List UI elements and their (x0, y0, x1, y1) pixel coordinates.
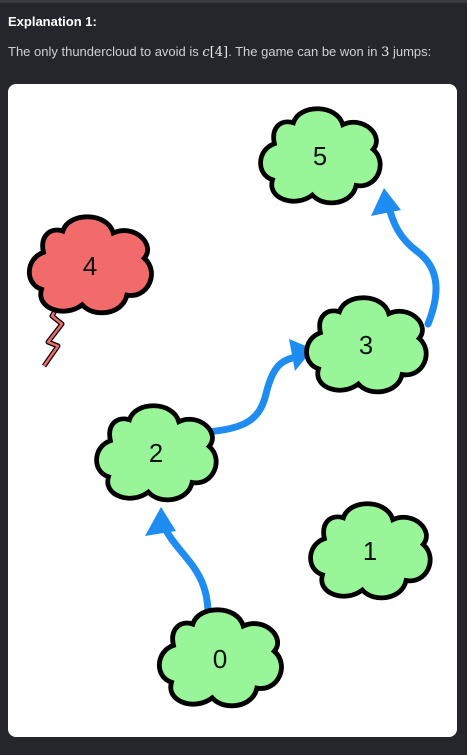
arrowhead-0-to-2 (145, 507, 176, 536)
explanation-text-part: The only thundercloud to avoid is (8, 44, 203, 59)
explanation-heading: Explanation 1: (8, 14, 97, 29)
cloud-label: 1 (363, 538, 377, 566)
arrowhead-3-to-5 (371, 188, 401, 216)
jump-arrow-0-to-2 (157, 515, 212, 618)
cloud-3: 3 (307, 298, 427, 392)
math-variable: c (202, 45, 210, 60)
cloud-label: 5 (313, 143, 327, 171)
jump-arrow-3-to-5 (384, 200, 440, 328)
cloud-label: 0 (213, 644, 228, 674)
jump-diagram: 5 4 3 2 1 0 (8, 84, 440, 737)
diagram-panel: 5 4 3 2 1 0 (8, 84, 457, 737)
explanation-text-part: jumps: (389, 44, 432, 59)
lightning-bolt-fill (42, 295, 66, 367)
cloud-label: 2 (149, 440, 163, 468)
cloud-label: 4 (83, 251, 98, 281)
explanation-text-part: . The game can be won in (228, 44, 382, 59)
cloud-0: 0 (159, 610, 281, 706)
jump-count: 3 (381, 45, 390, 60)
jump-arrows (145, 188, 440, 618)
cloud-4: 4 (29, 217, 151, 313)
cloud-label: 3 (359, 332, 373, 360)
cloud-1: 1 (311, 504, 431, 598)
jump-arrow-2-to-3 (202, 353, 302, 436)
math-index: [4] (209, 45, 229, 60)
explanation-text: The only thundercloud to avoid is c[4]. … (8, 44, 463, 60)
cloud-2: 2 (97, 406, 217, 500)
top-divider (0, 0, 467, 3)
cloud-5: 5 (261, 109, 381, 203)
